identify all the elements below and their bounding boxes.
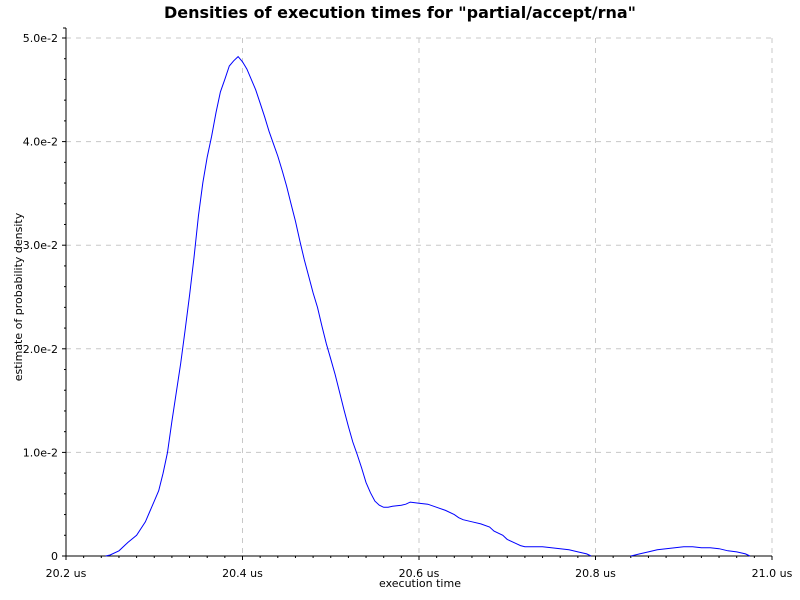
x-tick-label: 21.0 us [752,567,793,580]
y-tick-label: 2.0e-2 [23,343,58,356]
grid-layer [66,37,773,556]
density-line-1 [105,55,592,557]
y-tick-label: 4.0e-2 [23,136,58,149]
y-tick-label: 3.0e-2 [23,239,58,252]
x-tick-label: 20.6 us [399,567,440,580]
x-axis-label: execution time [379,577,461,590]
y-tick-label: 1.0e-2 [23,446,58,459]
density-line-2 [630,546,751,557]
x-tick-label: 20.2 us [46,567,87,580]
tick-label-layer: 0 1.0e-2 2.0e-2 3.0e-2 4.0e-2 5.0e-2 20.2 us 20… [23,32,793,580]
series-layer [105,55,751,557]
x-tick-label: 20.8 us [575,567,616,580]
chart-title: Densities of execution times for "partia… [164,3,636,22]
y-axis-label: estimate of probability density [12,212,25,381]
axes-layer [62,27,773,560]
y-tick-label: 0 [51,550,58,563]
x-tick-label: 20.4 us [222,567,263,580]
y-tick-label: 5.0e-2 [23,32,58,45]
